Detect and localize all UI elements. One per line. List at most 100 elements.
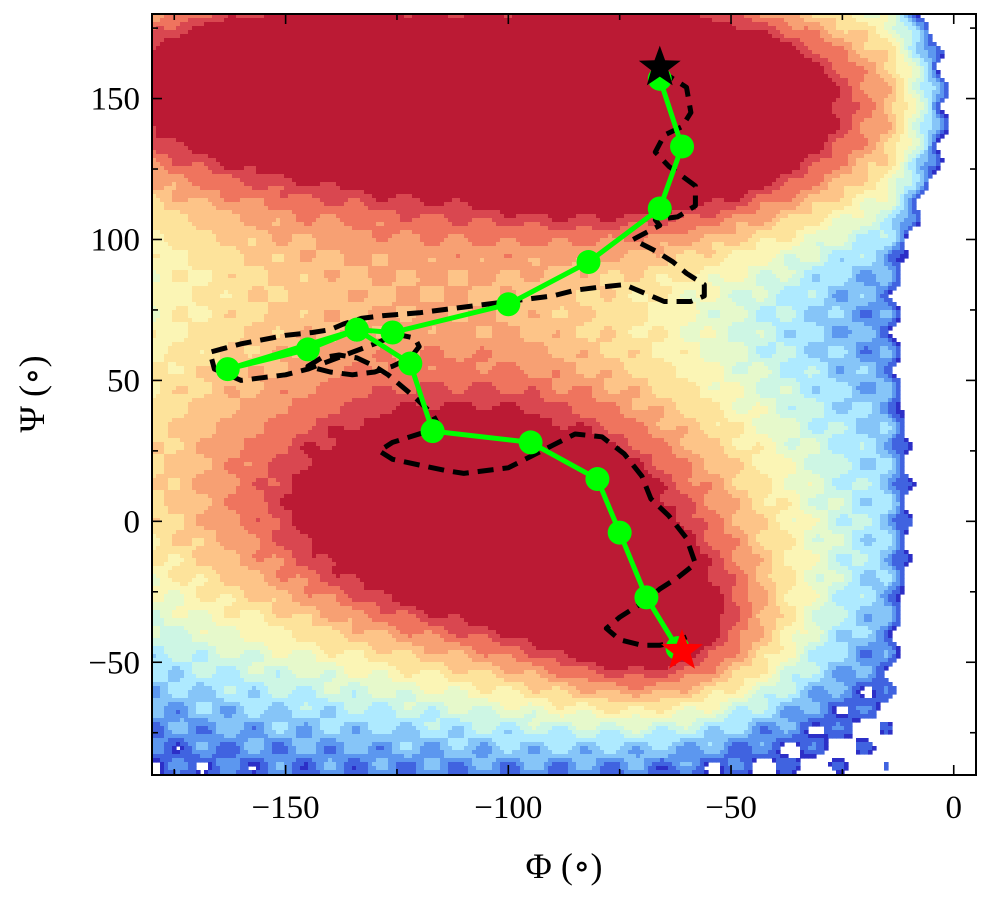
contour-cell <box>848 70 853 75</box>
contour-cell <box>928 74 933 79</box>
contour-cell <box>340 34 345 39</box>
contour-cell <box>636 106 641 111</box>
contour-cell <box>352 70 357 75</box>
contour-cell <box>376 58 381 63</box>
contour-cell <box>528 30 533 35</box>
contour-cell <box>292 38 297 43</box>
contour-cell <box>380 38 385 43</box>
contour-cell <box>348 70 353 75</box>
contour-cell <box>784 58 789 63</box>
contour-cell <box>832 34 837 39</box>
contour-cell <box>368 74 373 79</box>
contour-cell <box>408 94 413 99</box>
contour-cell <box>556 18 561 23</box>
contour-cell <box>404 26 409 31</box>
contour-cell <box>152 86 157 91</box>
contour-cell <box>488 26 493 31</box>
contour-cell <box>788 70 793 75</box>
contour-cell <box>664 50 669 55</box>
contour-cell <box>788 74 793 79</box>
contour-cell <box>920 50 925 55</box>
contour-cell <box>152 62 157 67</box>
contour-cell <box>908 26 913 31</box>
contour-cell <box>628 54 633 59</box>
contour-cell <box>188 38 193 43</box>
contour-cell <box>368 22 373 27</box>
contour-cell <box>468 42 473 47</box>
contour-cell <box>536 42 541 47</box>
contour-cell <box>732 50 737 55</box>
contour-cell <box>936 102 941 107</box>
contour-cell <box>268 70 273 75</box>
contour-cell <box>376 22 381 27</box>
contour-cell <box>808 86 813 91</box>
contour-cell <box>672 42 677 47</box>
contour-cell <box>188 90 193 95</box>
contour-cell <box>548 30 553 35</box>
contour-cell <box>928 98 933 103</box>
contour-cell <box>260 34 265 39</box>
contour-cell <box>304 94 309 99</box>
contour-cell <box>772 106 777 111</box>
contour-cell <box>932 78 937 83</box>
contour-cell <box>736 62 741 67</box>
contour-cell <box>788 42 793 47</box>
contour-cell <box>724 18 729 23</box>
contour-cell <box>416 90 421 95</box>
contour-cell <box>564 22 569 27</box>
contour-cell <box>512 102 517 107</box>
contour-cell <box>828 66 833 71</box>
contour-cell <box>380 106 385 111</box>
contour-cell <box>588 38 593 43</box>
contour-cell <box>504 98 509 103</box>
contour-cell <box>568 90 573 95</box>
contour-cell <box>816 22 821 27</box>
contour-cell <box>548 90 553 95</box>
contour-cell <box>712 78 717 83</box>
contour-cell <box>456 70 461 75</box>
contour-cell <box>388 34 393 39</box>
contour-cell <box>468 46 473 51</box>
contour-cell <box>720 18 725 23</box>
contour-cell <box>672 86 677 91</box>
contour-cell <box>424 110 429 115</box>
contour-cell <box>692 82 697 87</box>
contour-cell <box>408 82 413 87</box>
contour-cell <box>820 58 825 63</box>
contour-cell <box>780 14 785 19</box>
contour-cell <box>332 14 337 19</box>
contour-cell <box>580 38 585 43</box>
contour-cell <box>616 98 621 103</box>
contour-cell <box>232 110 237 115</box>
contour-cell <box>780 34 785 39</box>
contour-cell <box>508 74 513 79</box>
contour-cell <box>340 94 345 99</box>
contour-cell <box>784 66 789 71</box>
contour-cell <box>464 110 469 115</box>
contour-cell <box>684 50 689 55</box>
contour-cell <box>556 42 561 47</box>
contour-cell <box>356 14 361 19</box>
contour-cell <box>420 82 425 87</box>
contour-cell <box>748 74 753 79</box>
contour-cell <box>296 38 301 43</box>
contour-cell <box>772 98 777 103</box>
contour-cell <box>860 62 865 67</box>
contour-cell <box>280 26 285 31</box>
contour-cell <box>428 58 433 63</box>
contour-cell <box>708 94 713 99</box>
contour-cell <box>400 22 405 27</box>
contour-cell <box>844 94 849 99</box>
contour-cell <box>752 66 757 71</box>
contour-cell <box>704 18 709 23</box>
contour-cell <box>896 70 901 75</box>
contour-cell <box>276 98 281 103</box>
contour-cell <box>888 74 893 79</box>
contour-cell <box>540 78 545 83</box>
contour-cell <box>212 54 217 59</box>
contour-cell <box>604 98 609 103</box>
contour-cell <box>512 110 517 115</box>
contour-cell <box>248 110 253 115</box>
contour-cell <box>832 102 837 107</box>
contour-cell <box>548 74 553 79</box>
